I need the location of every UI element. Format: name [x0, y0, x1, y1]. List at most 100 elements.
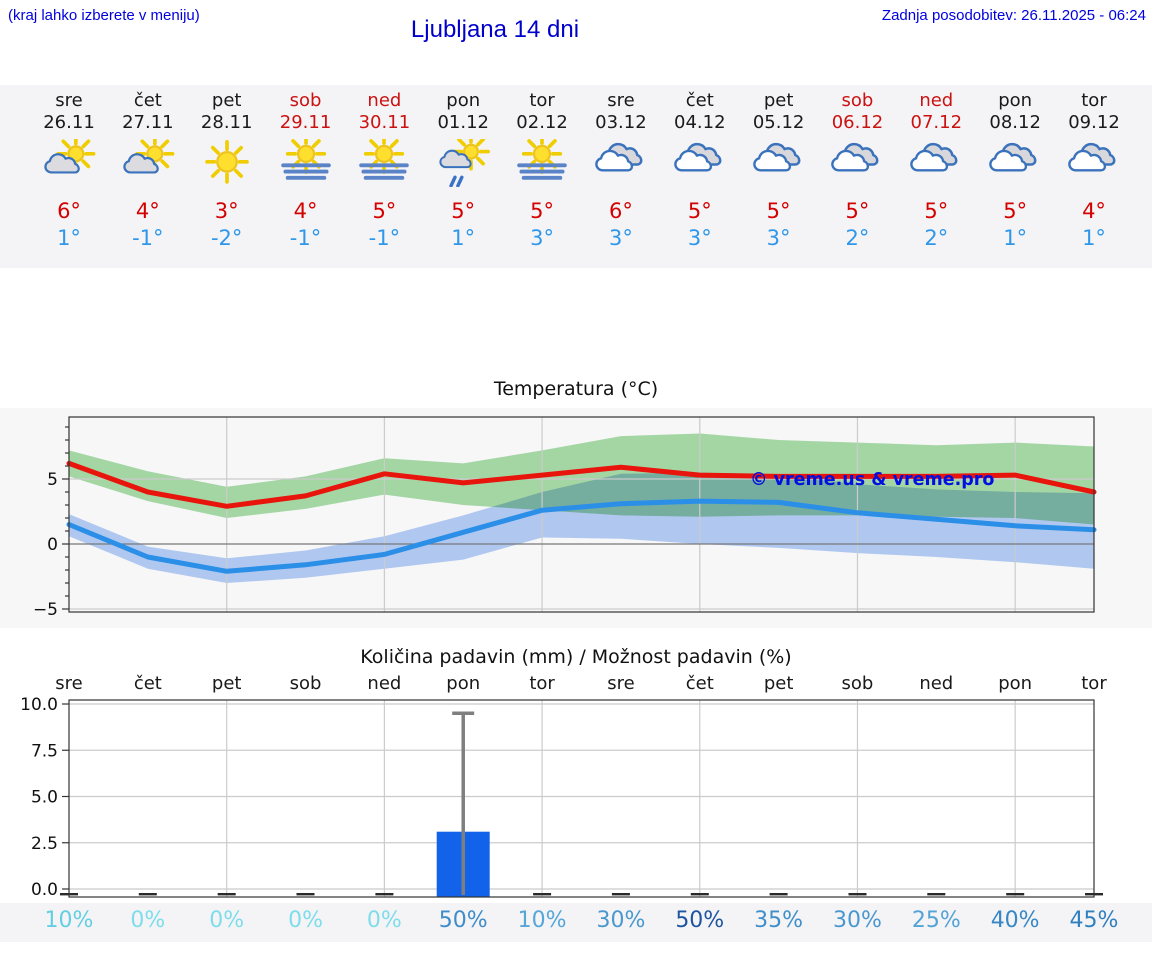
precip-day-label: pet: [763, 673, 794, 694]
precipitation-chart-title: Količina padavin (mm) / Možnost padavin …: [360, 646, 792, 668]
forecast-day-column[interactable]: tor 02.12 5° 3°: [503, 85, 582, 268]
forecast-day-column[interactable]: sob 29.11 4° -1°: [266, 85, 345, 268]
day-name: sre: [607, 90, 635, 111]
forecast-day-column[interactable]: pon 01.12 5° 1°: [424, 85, 503, 268]
high-temperature: 5°: [845, 199, 870, 223]
day-name: pon: [446, 90, 481, 111]
sun-cloud-icon: [123, 139, 175, 174]
low-temperature: -1°: [132, 226, 164, 250]
zero-precipitation-mark: [375, 893, 394, 896]
forecast-day-column[interactable]: ned 07.12 5° 2°: [897, 85, 976, 268]
precip-ytick-label: 0.0: [31, 880, 58, 900]
watermark-link[interactable]: © vreme.us & vreme.pro: [750, 470, 994, 490]
weather-icon-wrap: [581, 139, 660, 195]
temperature-chart: 5 0 −5 © vreme.us & vreme.pro: [33, 416, 1097, 620]
day-name: čet: [685, 90, 714, 111]
last-update: Zadnja posodobitev: 26.11.2025 - 06:24: [881, 7, 1146, 24]
day-name: sob: [289, 90, 322, 111]
page-title: Ljubljana 14 dni: [410, 16, 580, 43]
forecast-day-column[interactable]: pet 05.12 5° 3°: [739, 85, 818, 268]
low-temperature: 2°: [845, 226, 870, 250]
precipitation-chart: 0.0 2.5 5.0 7.5 10.0: [20, 696, 1103, 900]
low-temperature: 3°: [608, 226, 633, 250]
day-date: 28.11: [200, 112, 253, 133]
min-temperature-line: [66, 498, 1097, 574]
cloud-icon: [1068, 142, 1116, 172]
day-name: pon: [998, 90, 1033, 111]
day-name: pet: [211, 90, 242, 111]
temp-ytick-label: 0: [47, 535, 58, 555]
sun-cloud-icon: [44, 139, 96, 174]
temp-ytick-label: −5: [33, 600, 58, 620]
precip-probability: 0%: [209, 908, 245, 933]
weather-icon-wrap: [739, 139, 818, 195]
high-temperature: 5°: [924, 199, 949, 223]
precip-day-label: ned: [919, 673, 954, 694]
day-name: ned: [367, 90, 402, 111]
day-date: 09.12: [1068, 112, 1120, 133]
precip-day-label: sre: [607, 673, 635, 694]
high-temperature: 6°: [57, 199, 81, 223]
zero-precipitation-mark: [611, 893, 630, 896]
zero-precipitation-mark: [138, 893, 157, 896]
weather-icon-wrap: [266, 139, 345, 195]
low-temperature: -1°: [368, 226, 401, 250]
high-temperature: 5°: [530, 199, 554, 223]
day-date: 26.11: [43, 112, 95, 133]
day-date: 01.12: [437, 112, 489, 133]
zero-precipitation-mark: [296, 893, 315, 896]
weather-icon-wrap: [976, 139, 1055, 195]
forecast-day-column[interactable]: čet 27.11 4° -1°: [108, 85, 187, 268]
forecast-day-column[interactable]: čet 04.12 5° 3°: [660, 85, 739, 268]
forecast-day-column[interactable]: pet 28.11 3° -2°: [187, 85, 266, 268]
day-name: tor: [1081, 90, 1107, 111]
precip-probability: 35%: [754, 908, 804, 933]
high-temperature: 4°: [293, 199, 318, 223]
weather-icon-wrap: [818, 139, 897, 195]
temperature-chart-title: Temperatura (°C): [493, 378, 659, 400]
day-date: 04.12: [674, 112, 726, 133]
low-temperature: 1°: [1082, 226, 1106, 250]
forecast-day-column[interactable]: sob 06.12 5° 2°: [818, 85, 897, 268]
precip-day-label: pon: [446, 673, 481, 694]
sun-fog-icon: [517, 139, 567, 180]
precip-probability: 45%: [1069, 908, 1119, 933]
high-temperature: 3°: [214, 199, 239, 223]
low-temperature: 3°: [530, 226, 554, 250]
high-temperature: 6°: [608, 199, 633, 223]
day-date: 08.12: [989, 112, 1041, 133]
zero-precipitation-mark: [848, 893, 867, 896]
forecast-day-column[interactable]: sre 26.11 6° 1°: [30, 85, 109, 268]
precip-day-label: sob: [841, 673, 874, 694]
precip-day-label: sre: [55, 673, 83, 694]
zero-precipitation-mark: [927, 893, 946, 896]
precip-probability: 50%: [675, 908, 725, 933]
sun-icon: [204, 140, 249, 184]
zero-precipitation-mark: [1006, 893, 1025, 896]
forecast-day-column[interactable]: sre 03.12 6° 3°: [581, 85, 660, 268]
precip-ytick-label: 7.5: [31, 741, 58, 761]
zero-precipitation-mark: [769, 893, 788, 896]
high-temperature: 5°: [372, 199, 397, 223]
precip-day-label: tor: [1081, 673, 1107, 694]
precip-probability: 50%: [438, 908, 488, 933]
cloud-icon: [595, 142, 643, 172]
day-date: 29.11: [279, 112, 332, 133]
temperature-chart-figure: 5 0 −5 © vreme.us & vreme.pro: [0, 408, 1152, 628]
cloud-icon: [752, 142, 801, 172]
precip-day-label: čet: [685, 673, 714, 694]
cloud-icon: [910, 142, 958, 172]
weather-icon-wrap: [1055, 139, 1134, 195]
day-name: ned: [919, 90, 954, 111]
precip-day-label: pet: [211, 673, 242, 694]
forecast-strip: sre 26.11 6° 1° čet 27.11 4° -1° pet 28.11 3° -2° so…: [0, 85, 1152, 268]
precip-day-label: tor: [529, 673, 555, 694]
forecast-day-column[interactable]: pon 08.12 5° 1°: [976, 85, 1055, 268]
day-date: 30.11: [358, 112, 411, 133]
precip-probability: 30%: [833, 908, 882, 933]
forecast-day-column[interactable]: tor 09.12 4° 1°: [1055, 85, 1134, 268]
weather-icon-wrap: [187, 139, 266, 195]
cloud-icon: [673, 142, 722, 172]
precip-probability: 40%: [990, 908, 1040, 933]
forecast-day-column[interactable]: ned 30.11 5° -1°: [345, 85, 424, 268]
